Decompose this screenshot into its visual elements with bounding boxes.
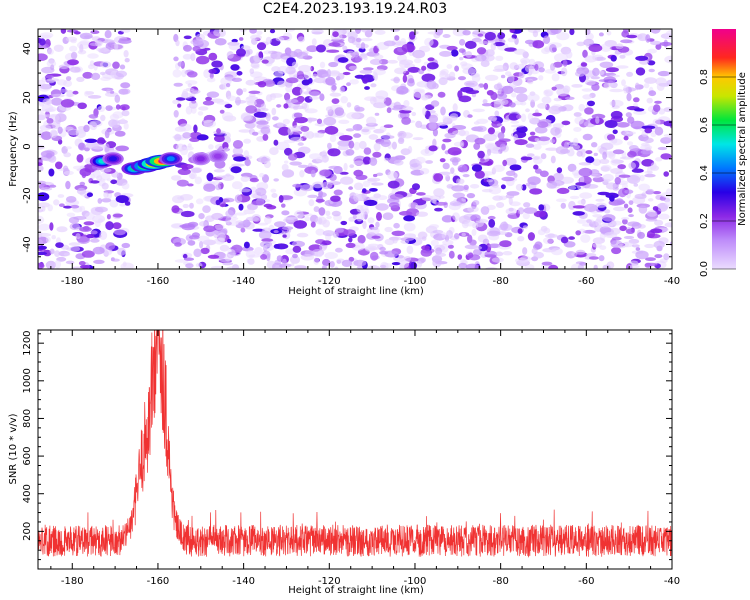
snr-series-line	[38, 330, 672, 558]
y-tick-label: 1200	[22, 330, 33, 355]
signal-point	[213, 153, 222, 159]
x-tick-label: -80	[492, 276, 508, 287]
x-tick-label: -140	[232, 276, 255, 287]
x-tick-label: -80	[492, 576, 508, 587]
y-tick-label: 20	[22, 91, 33, 104]
x-tick-label: -120	[318, 276, 341, 287]
x-tick-label: -160	[147, 576, 170, 587]
spectrogram-signal	[89, 149, 228, 176]
colorbar-tick-label: 0.8	[699, 69, 710, 85]
x-axis-label: Height of straight line (km)	[288, 286, 424, 297]
x-tick-label: -100	[404, 576, 427, 587]
y-axis-label: Frequency (Hz)	[8, 111, 19, 187]
y-tick-label: -40	[22, 236, 33, 252]
snr-frame	[37, 329, 673, 570]
y-tick-label: 800	[22, 409, 33, 428]
x-tick-label: -180	[61, 276, 84, 287]
spectrogram-noise	[38, 29, 672, 269]
signal-point	[109, 156, 117, 162]
x-tick-label: -160	[147, 276, 170, 287]
x-tick-label: -40	[664, 576, 680, 587]
colorbar-tick-label: 0.4	[699, 165, 710, 181]
colorbar-tick-label: 0.6	[699, 117, 710, 133]
y-tick-label: -20	[22, 187, 33, 203]
chart-title: C2E4.2023.193.19.24.R03	[262, 1, 448, 17]
spectrogram-chart: -180 -160 -140 -120 -100 -80 -60 -40 -40 -20 0 20 40…	[8, 28, 748, 297]
spectrogram-frame	[37, 28, 673, 270]
colorbar-tick-label: 0.2	[699, 213, 710, 229]
x-tick-label: -40	[664, 276, 680, 287]
x-tick-label: -100	[404, 276, 427, 287]
y-axis-label: SNR (10 * v/v)	[8, 413, 19, 484]
x-tick-label: -180	[61, 576, 84, 587]
x-tick-label: -120	[318, 576, 341, 587]
signal-point	[196, 156, 205, 162]
x-tick-label: -60	[578, 576, 594, 587]
colorbar-label: Normalized spectral amplitude	[737, 72, 748, 226]
y-tick-label: 200	[22, 522, 33, 541]
x-tick-label: -140	[232, 576, 255, 587]
colorbar	[712, 29, 736, 269]
x-axis-label: Height of straight line (km)	[288, 585, 424, 596]
y-tick-label: 600	[22, 447, 33, 466]
y-tick-label: 1000	[22, 368, 33, 393]
colorbar-tick-label: 0.0	[699, 261, 710, 277]
signal-point	[166, 156, 175, 162]
y-tick-label: 400	[22, 484, 33, 503]
y-tick-label: 0	[22, 143, 33, 149]
x-tick-label: -60	[578, 276, 594, 287]
y-tick-label: 40	[22, 42, 33, 55]
